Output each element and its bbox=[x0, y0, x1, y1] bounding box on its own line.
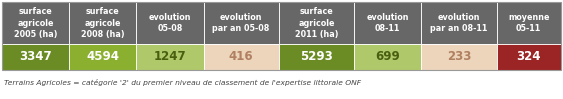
Bar bbox=[497, 44, 561, 70]
Text: surface
agricole
2008 (ha): surface agricole 2008 (ha) bbox=[81, 7, 124, 39]
Bar bbox=[354, 2, 421, 44]
Text: 3347: 3347 bbox=[19, 50, 52, 63]
Bar bbox=[136, 2, 204, 44]
Text: evolution
05-08: evolution 05-08 bbox=[149, 13, 191, 33]
Text: 416: 416 bbox=[229, 50, 253, 63]
Bar bbox=[354, 44, 421, 70]
Text: 1247: 1247 bbox=[154, 50, 186, 63]
Bar bbox=[136, 44, 204, 70]
Text: evolution
par an 08-11: evolution par an 08-11 bbox=[430, 13, 488, 33]
Text: moyenne
05-11: moyenne 05-11 bbox=[508, 13, 549, 33]
Text: surface
agricole
2005 (ha): surface agricole 2005 (ha) bbox=[14, 7, 57, 39]
Text: evolution
08-11: evolution 08-11 bbox=[367, 13, 409, 33]
Text: surface
agricole
2011 (ha): surface agricole 2011 (ha) bbox=[294, 7, 338, 39]
Text: 324: 324 bbox=[516, 50, 541, 63]
Bar bbox=[497, 2, 561, 44]
Bar bbox=[69, 44, 136, 70]
Bar bbox=[2, 2, 69, 44]
Bar bbox=[279, 2, 354, 44]
Bar bbox=[204, 44, 279, 70]
Bar bbox=[2, 44, 69, 70]
Bar bbox=[204, 2, 279, 44]
Bar bbox=[279, 44, 354, 70]
Text: 5293: 5293 bbox=[300, 50, 333, 63]
Bar bbox=[2, 2, 561, 70]
Bar bbox=[421, 2, 497, 44]
Bar bbox=[421, 44, 497, 70]
Bar bbox=[69, 2, 136, 44]
Text: evolution
par an 05-08: evolution par an 05-08 bbox=[212, 13, 270, 33]
Text: 699: 699 bbox=[376, 50, 400, 63]
Text: Terrains Agricoles = catégorie '2' du premier niveau de classement de l'expertis: Terrains Agricoles = catégorie '2' du pr… bbox=[4, 79, 361, 87]
Text: 233: 233 bbox=[446, 50, 471, 63]
Text: 4594: 4594 bbox=[86, 50, 119, 63]
